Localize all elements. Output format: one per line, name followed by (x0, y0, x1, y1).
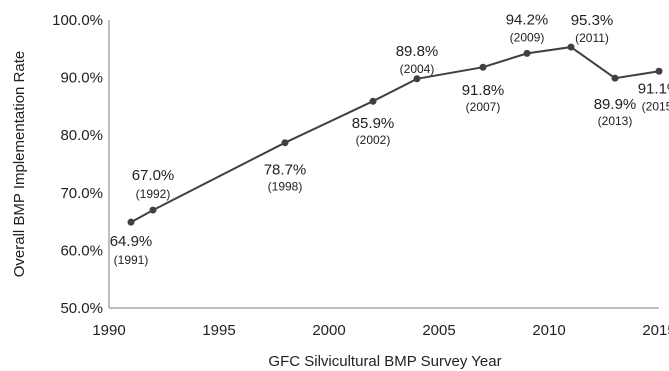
y-tick-label: 50.0% (60, 300, 103, 317)
data-label-year: (2002) (356, 133, 391, 147)
y-axis-title: Overall BMP Implementation Rate (11, 51, 28, 278)
data-point-marker (479, 63, 487, 71)
data-label-value: 91.1% (638, 80, 669, 97)
data-point-marker (369, 97, 377, 105)
x-tick-labels: 1990 1995 2000 2005 2010 2015 (92, 322, 669, 339)
data-point-marker (413, 75, 421, 83)
y-tick-label: 60.0% (60, 242, 103, 259)
y-tick-label: 80.0% (60, 127, 103, 144)
y-tick-label: 100.0% (52, 12, 103, 29)
data-label-value: 95.3% (571, 12, 614, 29)
data-label-year: (1998) (268, 180, 303, 194)
data-point-marker (567, 43, 575, 51)
data-label-value: 78.7% (264, 162, 307, 179)
data-point-marker (149, 206, 157, 214)
x-tick-label: 2005 (422, 322, 455, 339)
x-axis-title: GFC Silvicultural BMP Survey Year (268, 353, 501, 370)
data-label-year: (2013) (598, 114, 633, 128)
x-axis: 1990 1995 2000 2005 2010 2015 (92, 307, 669, 339)
data-point-marker (281, 139, 289, 147)
x-tick-label: 2015 (642, 322, 669, 339)
data-label-year: (2015) (642, 99, 669, 113)
series-line-group (127, 43, 663, 226)
data-label-value: 89.9% (594, 96, 637, 113)
data-label-year: (1991) (114, 253, 149, 267)
series-line (130, 46, 660, 224)
data-label-year: (2009) (510, 30, 545, 44)
x-tick-label: 1990 (92, 322, 125, 339)
data-label-year: (2007) (466, 100, 501, 114)
data-label-year: (2004) (400, 62, 435, 76)
data-label-value: 85.9% (352, 115, 395, 132)
y-tick-label: 90.0% (60, 70, 103, 87)
data-label-group: 64.9%(1991)67.0%(1992)78.7%(1998)85.9%(2… (110, 11, 669, 267)
data-label-value: 94.2% (506, 11, 549, 28)
y-tick-labels: 50.0% 60.0% 70.0% 80.0% 90.0% 100.0% (52, 12, 103, 317)
data-point-marker (523, 49, 531, 57)
y-tick-label: 70.0% (60, 185, 103, 202)
data-label-year: (1992) (136, 187, 171, 201)
y-axis: 50.0% 60.0% 70.0% 80.0% 90.0% 100.0% (52, 12, 110, 317)
data-point-marker (655, 67, 663, 75)
data-label-value: 67.0% (132, 167, 175, 184)
data-label-year: (2011) (575, 31, 609, 45)
data-label-value: 89.8% (396, 43, 439, 60)
data-label-value: 91.8% (462, 82, 505, 99)
data-point-marker (127, 218, 135, 226)
data-point-marker (611, 74, 619, 82)
x-tick-label: 2000 (312, 322, 345, 339)
x-tick-label: 2010 (532, 322, 565, 339)
x-tick-label: 1995 (202, 322, 235, 339)
data-label-value: 64.9% (110, 233, 153, 250)
